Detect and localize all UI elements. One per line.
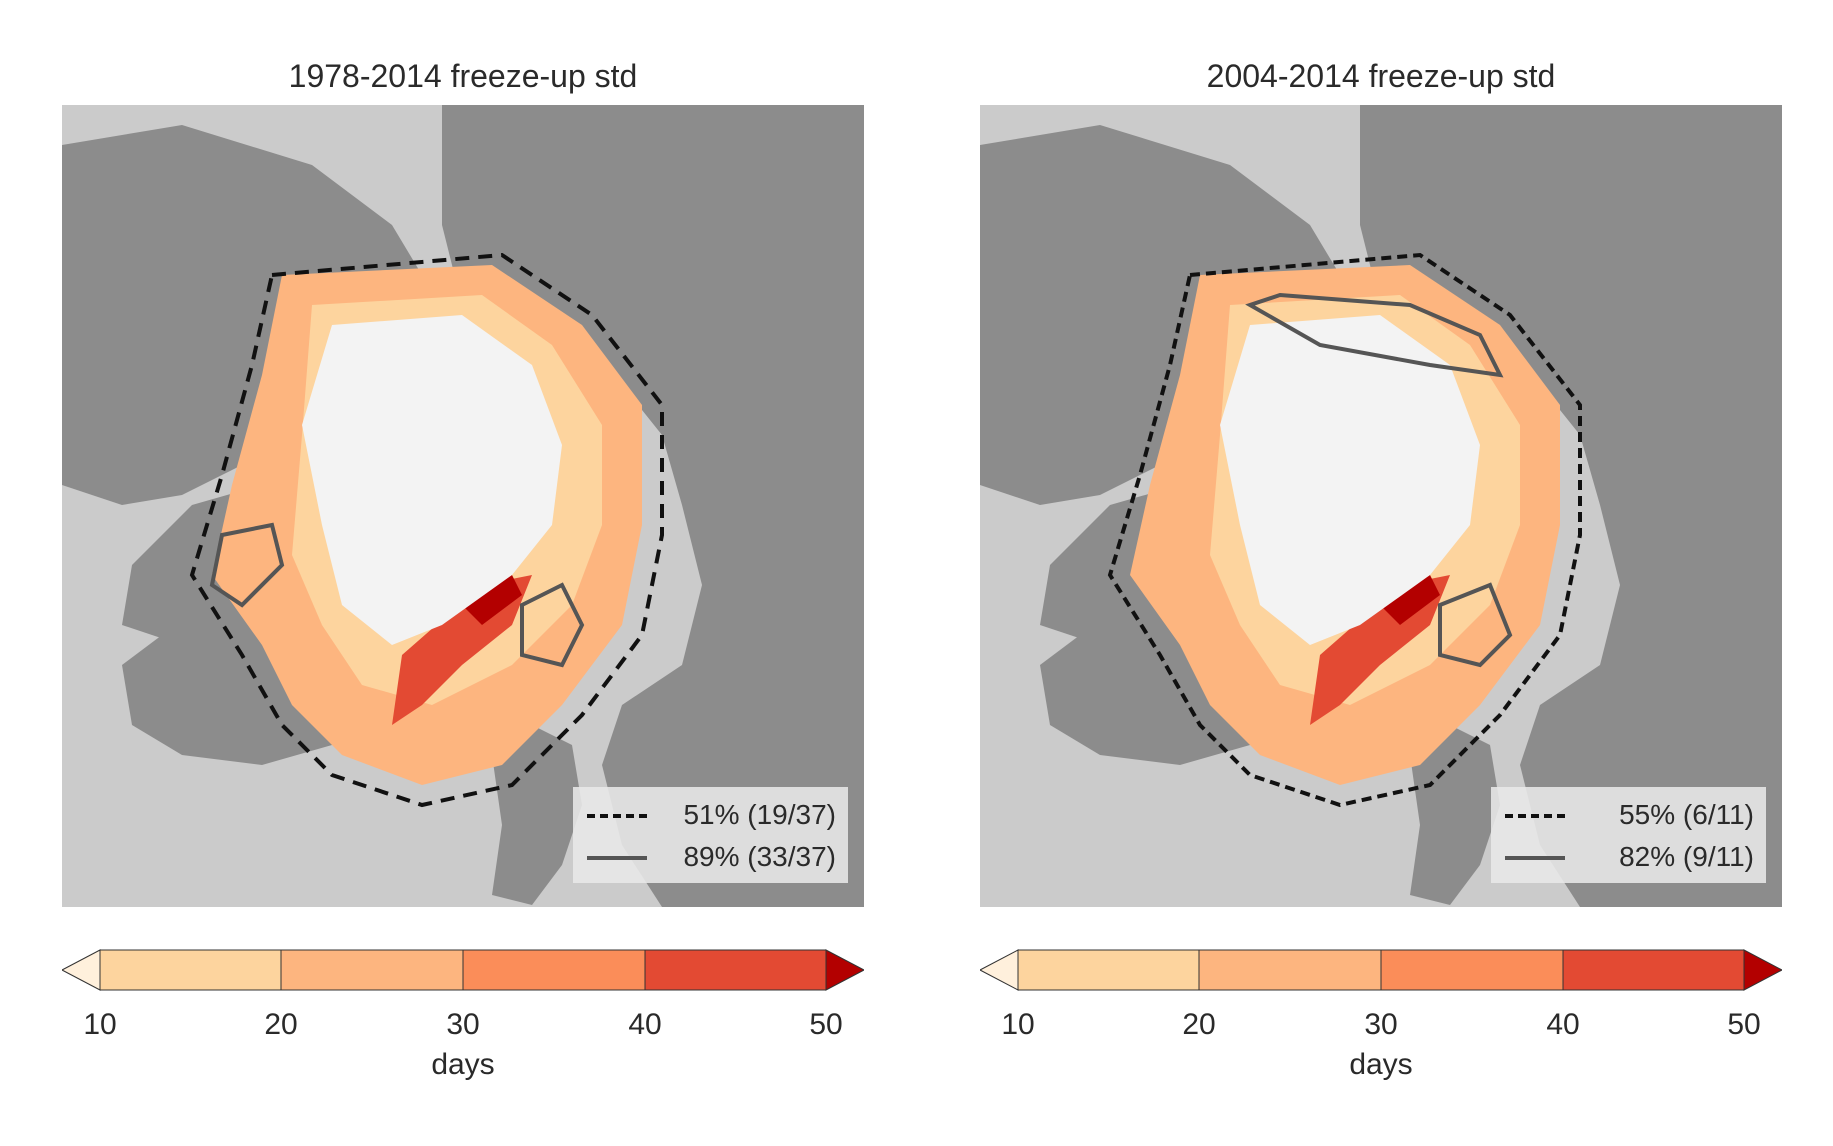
colorbar-bin-40-50	[1562, 949, 1745, 991]
colorbar-tick: 30	[446, 1008, 480, 1041]
colorbar-bin-20-30	[280, 949, 464, 991]
legend-entry-dashed: 51% (19/37)	[573, 795, 848, 835]
contour-solid-2	[209, 522, 285, 608]
contour-legend: 55% (6/11) 82% (9/11)	[1491, 787, 1766, 883]
land-scandinavia	[492, 725, 582, 905]
panel-title: 1978-2014 freeze-up std	[288, 58, 638, 94]
colorbar-tick: 20	[1182, 1008, 1216, 1041]
colorbar: 10 20 30 40 50 days	[60, 940, 866, 1090]
contour-solid	[1245, 292, 1504, 378]
arctic-map	[62, 105, 864, 907]
legend-entry-solid: 89% (33/37)	[573, 837, 848, 877]
colorbar-label: days	[431, 1048, 495, 1081]
colorbar-extend-low	[978, 949, 1019, 991]
colorbar-graphic	[60, 949, 866, 991]
colorbar-bin-20-30	[1198, 949, 1382, 991]
colorbar-extend-high	[825, 949, 866, 991]
legend-label: 55% (6/11)	[1619, 799, 1754, 830]
contour-solid	[520, 582, 585, 668]
legend-label: 89% (33/37)	[683, 841, 836, 872]
colorbar-tick: 20	[264, 1008, 298, 1041]
central-arctic-ice	[1220, 315, 1480, 645]
colorbar-tick: 50	[809, 1008, 843, 1041]
central-arctic-ice	[302, 315, 562, 645]
legend-label: 51% (19/37)	[683, 799, 836, 830]
colorbar-bin-40-50	[644, 949, 827, 991]
colorbar-bin-10-20	[1017, 949, 1200, 991]
contour-dashed	[189, 252, 664, 808]
land-north-america	[980, 125, 1340, 505]
colorbar-tick: 50	[1727, 1008, 1761, 1041]
colorbar-tick: 40	[1546, 1008, 1580, 1041]
colorbar-bin-30-40	[1380, 949, 1564, 991]
std-band-extreme	[1380, 575, 1440, 625]
contour-dashed	[1107, 252, 1582, 808]
arctic-map	[980, 105, 1782, 907]
colorbar: 10 20 30 40 50 days	[978, 940, 1784, 1090]
colorbar-extend-high	[1743, 949, 1784, 991]
panel-left: 1978-2014 freeze-up std 51% (19/37)	[60, 0, 866, 1146]
land-scandinavia	[1410, 725, 1500, 905]
dashed-line-swatch	[587, 814, 647, 818]
std-band-extreme	[462, 575, 522, 625]
map-area: 51% (19/37) 89% (33/37)	[62, 105, 864, 907]
colorbar-label: days	[1349, 1048, 1413, 1081]
map-area: 55% (6/11) 82% (9/11)	[980, 105, 1782, 907]
panel-right: 2004-2014 freeze-up std 55% (6/11)	[978, 0, 1784, 1146]
colorbar-tick: 10	[83, 1008, 117, 1041]
colorbar-tick: 40	[628, 1008, 662, 1041]
solid-line-swatch	[587, 856, 647, 860]
solid-line-swatch	[1505, 856, 1565, 860]
colorbar-tick: 30	[1364, 1008, 1398, 1041]
land-north-america	[62, 125, 422, 505]
contour-solid-2	[1438, 582, 1513, 668]
legend-entry-solid: 82% (9/11)	[1491, 837, 1766, 877]
legend-entry-dashed: 55% (6/11)	[1491, 795, 1766, 835]
panel-title: 2004-2014 freeze-up std	[1206, 58, 1556, 94]
legend-label: 82% (9/11)	[1619, 841, 1754, 872]
colorbar-bin-10-20	[99, 949, 282, 991]
colorbar-graphic	[978, 949, 1784, 991]
colorbar-extend-low	[60, 949, 101, 991]
dashed-line-swatch	[1505, 814, 1565, 818]
contour-legend: 51% (19/37) 89% (33/37)	[573, 787, 848, 883]
colorbar-tick: 10	[1001, 1008, 1035, 1041]
colorbar-bin-30-40	[462, 949, 646, 991]
